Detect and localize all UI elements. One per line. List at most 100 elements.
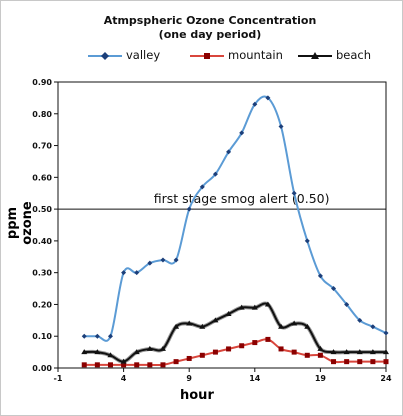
point-mountain: [265, 336, 271, 342]
point-beach: [264, 301, 271, 307]
point-mountain: [357, 359, 363, 365]
point-mountain: [252, 340, 258, 346]
point-mountain: [147, 362, 153, 368]
point-beach: [173, 323, 180, 329]
point-mountain: [304, 352, 310, 358]
point-beach: [369, 349, 376, 355]
point-valley: [160, 257, 166, 263]
x-tick-label: 19: [315, 374, 327, 383]
point-valley: [107, 333, 113, 339]
point-mountain: [278, 346, 284, 352]
y-tick-label: 0.60: [32, 173, 52, 182]
point-valley: [357, 317, 363, 323]
point-mountain: [239, 343, 245, 349]
point-beach: [317, 345, 324, 351]
y-axis-label: ppm ozone: [5, 201, 35, 245]
y-tick-label: 0.20: [32, 300, 52, 309]
point-mountain: [134, 362, 140, 368]
point-valley: [199, 184, 205, 190]
point-beach: [94, 349, 101, 355]
point-mountain: [94, 362, 100, 368]
point-mountain: [173, 359, 179, 365]
point-beach: [107, 352, 114, 358]
point-beach: [120, 358, 127, 364]
smog-alert-label: first stage smog alert (0.50): [154, 191, 330, 206]
point-beach: [304, 323, 311, 329]
y-tick-label: 0.10: [32, 332, 52, 341]
point-mountain: [81, 362, 87, 368]
plot-area: [57, 81, 387, 369]
point-mountain: [317, 352, 323, 358]
y-tick-label: 0.70: [32, 142, 52, 151]
chart-subtitle: (one day period): [158, 28, 262, 41]
point-valley: [81, 333, 87, 339]
point-valley: [212, 171, 218, 177]
point-mountain: [199, 352, 205, 358]
point-mountain: [383, 359, 389, 365]
y-tick-label: 0.50: [32, 205, 52, 214]
point-mountain: [160, 362, 166, 368]
point-valley: [265, 95, 271, 101]
point-beach: [383, 349, 389, 355]
point-valley: [331, 286, 337, 292]
point-valley: [278, 123, 284, 129]
point-mountain: [121, 362, 127, 368]
point-valley: [94, 333, 100, 339]
point-valley: [317, 273, 323, 279]
point-beach: [356, 349, 363, 355]
y-tick-label: 0.90: [32, 78, 52, 87]
y-tick-label: 0.80: [32, 110, 52, 119]
point-beach: [225, 310, 232, 316]
x-tick-label: 14: [249, 374, 261, 383]
point-mountain: [212, 349, 218, 355]
legend-label-mountain: mountain: [228, 48, 283, 62]
point-beach: [212, 317, 219, 323]
point-beach: [278, 323, 285, 329]
point-mountain: [226, 346, 232, 352]
point-valley: [291, 190, 297, 196]
point-valley: [344, 301, 350, 307]
point-beach: [251, 304, 258, 310]
point-mountain: [186, 355, 192, 361]
point-mountain: [107, 362, 113, 368]
y-tick-label: 0.00: [32, 364, 52, 373]
point-beach: [238, 304, 245, 310]
x-tick-label: 9: [186, 374, 192, 383]
point-mountain: [331, 359, 337, 365]
point-mountain: [370, 359, 376, 365]
x-tick-label: -1: [54, 374, 63, 383]
point-valley: [134, 270, 140, 276]
point-beach: [81, 349, 88, 355]
y-tick-label: 0.30: [32, 269, 52, 278]
point-valley: [226, 149, 232, 155]
legend-swatch-mountain: [190, 53, 224, 59]
legend-swatch-valley: [88, 52, 122, 60]
x-tick-label: 4: [121, 374, 127, 383]
point-valley: [252, 101, 258, 107]
point-valley: [383, 330, 389, 336]
y-tick-label: 0.40: [32, 237, 52, 246]
point-valley: [121, 270, 127, 276]
x-axis-label: hour: [180, 388, 214, 403]
legend-label-beach: beach: [336, 48, 372, 62]
legend-label-valley: valley: [126, 48, 161, 62]
x-tick-label: 24: [380, 374, 392, 383]
point-beach: [186, 320, 193, 326]
point-mountain: [291, 349, 297, 355]
chart-title: Atmpspheric Ozone Concentration: [103, 14, 317, 27]
point-beach: [146, 345, 153, 351]
point-valley: [304, 238, 310, 244]
point-valley: [147, 260, 153, 266]
point-beach: [330, 349, 337, 355]
point-beach: [133, 349, 140, 355]
point-mountain: [344, 359, 350, 365]
point-beach: [159, 345, 166, 351]
series-line-valley: [84, 95, 387, 342]
legend-swatch-beach: [298, 52, 332, 59]
point-beach: [199, 323, 206, 329]
point-valley: [186, 206, 192, 212]
point-valley: [239, 130, 245, 136]
point-beach: [291, 320, 298, 326]
point-beach: [343, 349, 350, 355]
